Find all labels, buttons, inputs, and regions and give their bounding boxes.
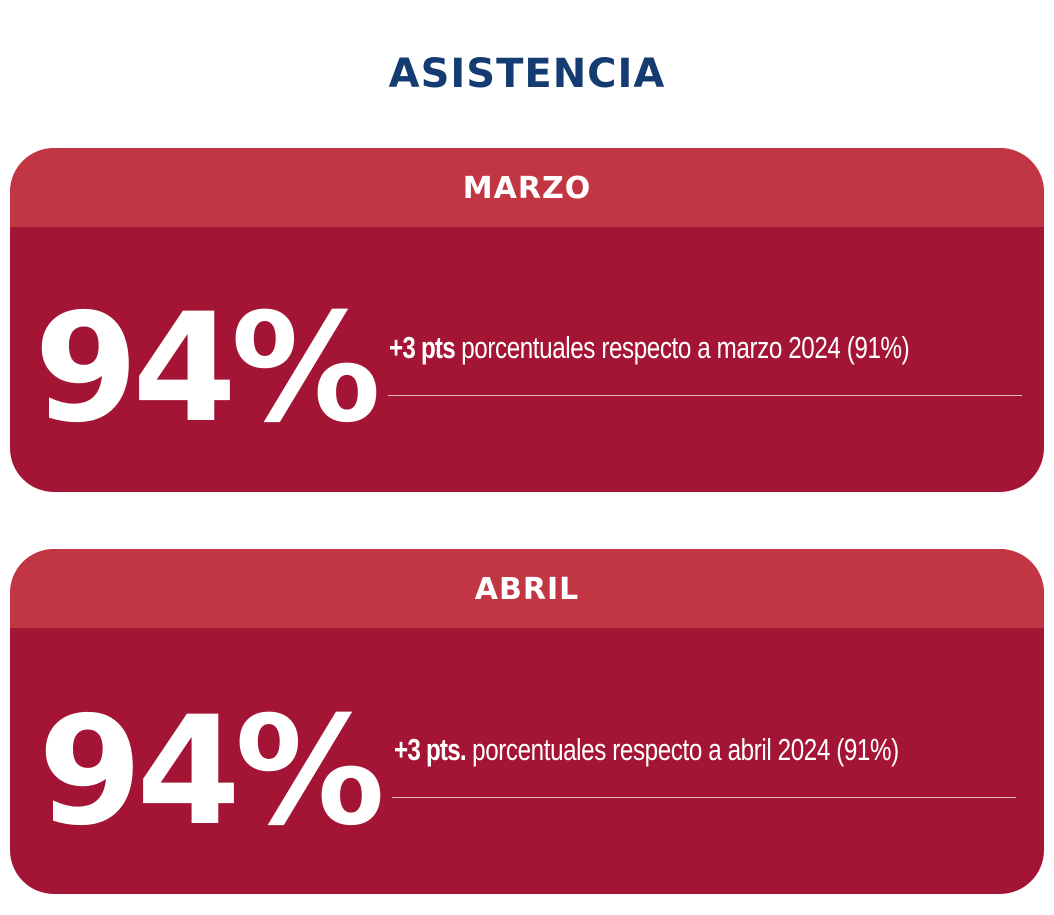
- page-title: ASISTENCIA: [388, 51, 666, 97]
- comparison-text: +3 pts porcentuales respecto a marzo 202…: [389, 328, 910, 368]
- attendance-percentage: 94%: [34, 282, 381, 456]
- divider-line: [388, 395, 1022, 396]
- delta-points: +3 pts: [389, 330, 456, 365]
- comparison-description: porcentuales respecto a abril 2024 (91%): [465, 732, 899, 767]
- delta-points: +3 pts.: [394, 732, 467, 767]
- attendance-percentage: 94%: [38, 685, 385, 859]
- attendance-card-march: MARZO 94% +3 pts porcentuales respecto a…: [10, 148, 1044, 492]
- card-header-month: ABRIL: [10, 549, 1044, 628]
- attendance-card-april: ABRIL 94% +3 pts. porcentuales respecto …: [10, 549, 1044, 894]
- comparison-text: +3 pts. porcentuales respecto a abril 20…: [394, 730, 899, 770]
- divider-line: [392, 797, 1016, 798]
- comparison-description: porcentuales respecto a marzo 2024 (91%): [454, 330, 910, 365]
- card-header-month: MARZO: [10, 148, 1044, 227]
